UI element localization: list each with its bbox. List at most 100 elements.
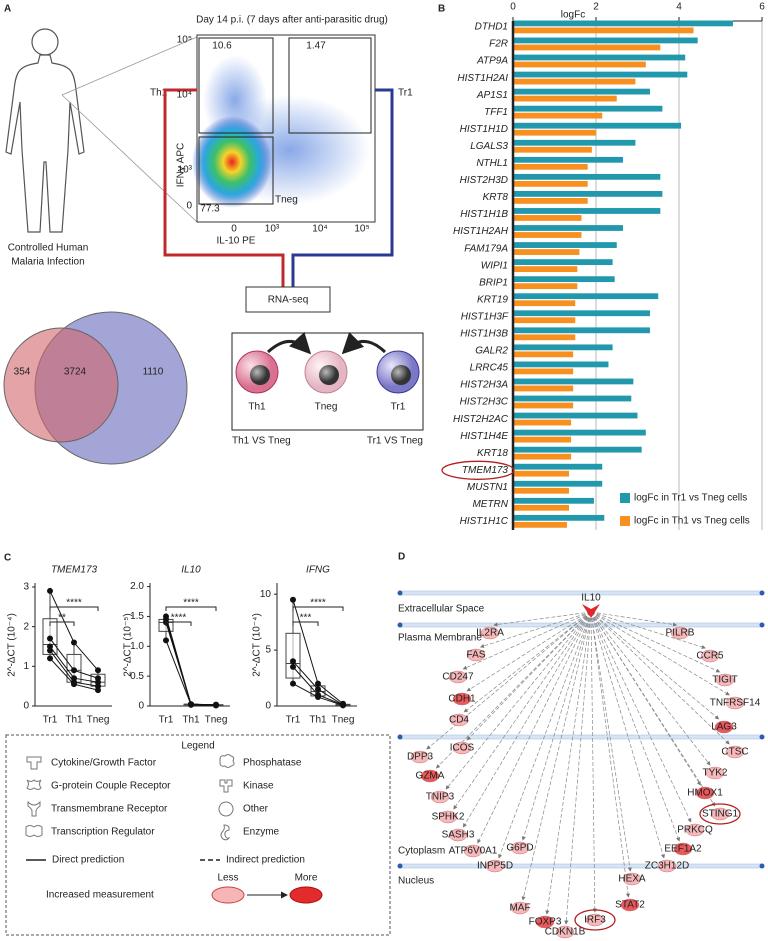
gene-label: TIGIT <box>712 675 738 686</box>
relation-edge <box>462 611 592 828</box>
legend-item: More <box>295 873 318 884</box>
bar <box>513 105 663 112</box>
gate-name: Th1 <box>150 88 168 99</box>
flow-x-tick-label: 10⁴ <box>312 224 327 235</box>
gene-node <box>670 626 690 640</box>
gene-node <box>452 692 472 706</box>
bar <box>513 480 603 487</box>
legend-title: Legend <box>181 741 214 752</box>
y-axis-title: 2^-ΔCT (10⁻⁴) <box>7 613 18 677</box>
gate <box>288 37 372 134</box>
highlight-ring <box>441 460 515 480</box>
bar <box>513 446 642 453</box>
compartment-label: Nucleus <box>398 876 434 887</box>
panel-label: A <box>4 4 11 15</box>
category-label: HIST1H1D <box>460 124 508 135</box>
membrane-end <box>759 734 765 740</box>
category-label: AP1S1 <box>476 90 508 101</box>
bar <box>513 419 572 426</box>
gene-label: CDKN1B <box>545 927 586 938</box>
x-tick-label: Tneg <box>205 715 228 726</box>
highlight-ring <box>699 803 741 825</box>
legend-item: Enzyme <box>243 827 280 838</box>
relation-edge <box>590 611 631 898</box>
gene-node <box>657 859 677 873</box>
category-label: HIST1H2AH <box>453 226 509 237</box>
gene-node <box>480 626 500 640</box>
donor-point <box>71 639 77 646</box>
category-label: FAM179A <box>464 243 508 254</box>
relation-edge <box>564 611 592 925</box>
gene-node <box>410 750 430 764</box>
membrane-end <box>397 734 403 740</box>
bar <box>513 487 570 494</box>
x-axis-title: logFc <box>561 10 585 21</box>
bar <box>513 163 588 170</box>
gene-label: ATP6V0A1 <box>449 846 498 857</box>
cell-label: Tr1 <box>391 402 406 413</box>
y-axis-title: 2^-ΔCT (10⁻⁵) <box>123 613 134 676</box>
donor-point <box>340 702 346 709</box>
legend-item: Cytokine/Growth Factor <box>51 758 157 769</box>
human-body <box>5 54 85 233</box>
gene-label: G6PD <box>506 843 533 854</box>
bar <box>513 402 574 409</box>
legend-icon <box>26 756 42 770</box>
comparison-arrow <box>266 331 312 355</box>
legend-item: Increased measurement <box>46 890 154 901</box>
relation-edge <box>590 611 720 720</box>
gene-label: SPHK2 <box>432 812 465 823</box>
legend-item: Other <box>243 804 269 815</box>
bar <box>513 198 588 204</box>
legend-swatch <box>620 516 630 526</box>
legend-icon <box>219 754 235 768</box>
bar <box>513 283 578 290</box>
category-label: BRIP1 <box>479 277 508 288</box>
membrane <box>399 622 763 628</box>
gene-label: HEXA <box>618 874 646 885</box>
gene-label: IRF3 <box>584 915 606 926</box>
bar <box>513 54 686 61</box>
cell-label: Th1 <box>248 402 266 413</box>
gene-node <box>673 842 693 856</box>
bar <box>513 327 650 334</box>
bar <box>513 225 623 231</box>
flow-x-tick-label: 0 <box>231 224 237 235</box>
zoom-line <box>61 36 198 96</box>
relation-edge <box>590 611 701 786</box>
flow-y-label: IFNγ APC <box>176 143 187 187</box>
membrane-end <box>397 622 403 628</box>
x-tick-label: Th1 <box>182 715 200 726</box>
gene-label: STAT2 <box>615 900 645 911</box>
legend-item: Phosphatase <box>243 758 302 769</box>
flow-x-label: IL-10 PE <box>217 236 256 247</box>
category-label: HIST1H3B <box>460 329 508 340</box>
legend-more <box>289 886 323 904</box>
gene-label: GZMA <box>416 771 445 782</box>
gene-node <box>710 807 730 821</box>
legend-item: Kinase <box>243 781 274 792</box>
donor-point <box>315 680 321 687</box>
bar <box>513 266 578 272</box>
y-tick-label: 10 <box>260 589 272 600</box>
legend-item: Indirect prediction <box>226 855 305 866</box>
category-label: MUSTN1 <box>467 482 508 493</box>
bar <box>513 78 636 85</box>
donor-point <box>95 667 101 674</box>
donor-point <box>47 635 53 642</box>
gene-node <box>452 741 472 755</box>
legend-less <box>211 886 245 904</box>
gate <box>198 136 274 205</box>
membrane-end <box>397 590 403 596</box>
bar <box>513 300 576 307</box>
y-tick-label: 1 <box>23 661 29 672</box>
bar <box>513 139 636 146</box>
category-label: HIST2H3C <box>460 397 509 408</box>
donor-line <box>165 622 217 706</box>
membrane-end <box>759 590 765 596</box>
bar <box>513 259 613 265</box>
bar <box>513 208 661 214</box>
source-label: IL10 <box>581 593 601 604</box>
relation-edge <box>590 611 597 913</box>
gene-label: CTSC <box>721 747 748 758</box>
